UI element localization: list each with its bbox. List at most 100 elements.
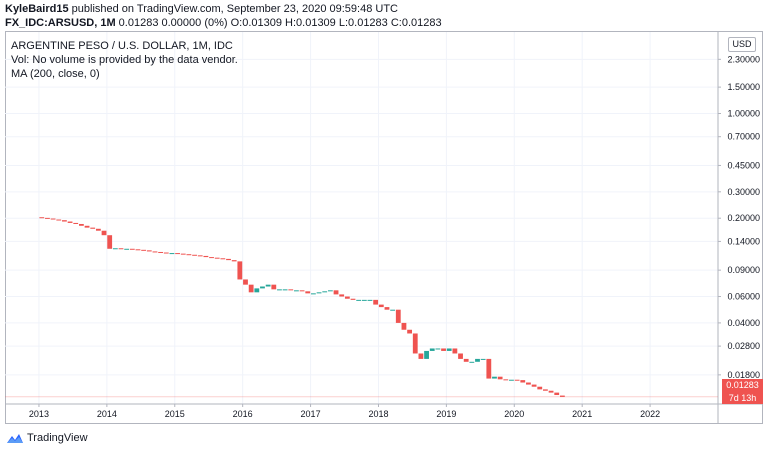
countdown-badge: 7d 13h bbox=[722, 392, 763, 404]
time-tick-label: 2015 bbox=[165, 409, 185, 419]
brand-label: TradingView bbox=[27, 432, 88, 444]
ohlc-values: 0.01283 0.00000 (0%) O:0.01309 H:0.01309… bbox=[115, 17, 442, 29]
candle bbox=[50, 218, 56, 220]
candle bbox=[220, 258, 226, 260]
candle bbox=[112, 248, 118, 250]
chart-frame[interactable] bbox=[5, 31, 763, 424]
candle bbox=[254, 288, 260, 293]
candle bbox=[78, 223, 84, 226]
candle bbox=[344, 296, 350, 299]
candle bbox=[407, 329, 413, 334]
candle bbox=[45, 217, 50, 219]
candle bbox=[322, 291, 328, 293]
grid bbox=[5, 32, 718, 404]
time-tick-label: 2014 bbox=[97, 409, 117, 419]
candle bbox=[95, 228, 101, 231]
candle bbox=[265, 284, 271, 287]
candle bbox=[339, 294, 345, 297]
candle bbox=[486, 358, 492, 379]
price-tick-label: 0.06000 bbox=[727, 292, 760, 302]
candle bbox=[469, 361, 475, 363]
candle bbox=[141, 249, 147, 251]
candle bbox=[271, 284, 277, 290]
candle bbox=[441, 348, 446, 351]
candle bbox=[537, 386, 543, 390]
symbol-ohlc-line: FX_IDC:ARSUSD, 1M 0.01283 0.00000 (0%) O… bbox=[5, 17, 442, 29]
candle bbox=[305, 291, 311, 294]
candle bbox=[243, 279, 248, 285]
time-tick-label: 2013 bbox=[29, 409, 49, 419]
candle bbox=[288, 289, 294, 291]
price-tick-label: 0.45000 bbox=[727, 160, 760, 170]
candle bbox=[231, 260, 237, 262]
candle bbox=[435, 348, 441, 350]
candle bbox=[260, 286, 265, 289]
price-tick-label: 1.00000 bbox=[727, 108, 760, 118]
candle bbox=[237, 261, 243, 280]
candle bbox=[62, 220, 67, 222]
candle bbox=[418, 353, 424, 359]
ma-indicator-label[interactable]: MA (200, close, 0) bbox=[11, 68, 100, 80]
candle bbox=[543, 389, 548, 391]
candle bbox=[520, 380, 526, 383]
volume-note: Vol: No volume is provided by the data v… bbox=[11, 54, 238, 66]
price-tick-label: 0.14000 bbox=[727, 236, 760, 246]
candle bbox=[180, 253, 186, 255]
footer-brand[interactable]: TradingView bbox=[6, 431, 88, 445]
candle bbox=[480, 358, 486, 360]
price-tick-label: 0.70000 bbox=[727, 132, 760, 142]
time-axis[interactable]: 2013 2014 2015 2016 2017 2018 2019 2020 2021 2022 bbox=[29, 404, 660, 419]
candle bbox=[84, 225, 90, 228]
candle bbox=[248, 284, 254, 293]
price-tick-label: 2.30000 bbox=[727, 54, 760, 64]
candle bbox=[158, 251, 164, 253]
candle bbox=[192, 254, 197, 256]
candle bbox=[446, 348, 452, 351]
candles bbox=[39, 217, 565, 397]
candle bbox=[412, 333, 418, 354]
author-name[interactable]: KyleBaird15 bbox=[5, 3, 69, 15]
candle bbox=[294, 290, 299, 292]
candle bbox=[152, 251, 158, 253]
candle bbox=[356, 299, 362, 301]
candle bbox=[395, 309, 401, 323]
candle bbox=[316, 292, 322, 294]
candle bbox=[554, 392, 560, 396]
price-tick-label: 0.20000 bbox=[727, 213, 760, 223]
candle bbox=[186, 254, 192, 256]
candle bbox=[509, 379, 514, 381]
price-tick-label: 0.04000 bbox=[727, 318, 760, 328]
candle bbox=[373, 299, 379, 305]
candle bbox=[124, 248, 130, 250]
candle bbox=[390, 309, 396, 311]
candle bbox=[378, 304, 384, 308]
candle bbox=[226, 258, 231, 261]
candle bbox=[333, 290, 339, 295]
candle bbox=[548, 390, 554, 393]
candle bbox=[559, 395, 565, 397]
candle bbox=[169, 253, 175, 255]
candle bbox=[384, 307, 390, 310]
price-axis[interactable]: 2.30000 1.50000 1.00000 0.70000 0.45000 0.300… bbox=[718, 54, 760, 380]
candle bbox=[129, 248, 135, 250]
candle bbox=[327, 290, 333, 292]
price-tick-label: 0.30000 bbox=[727, 187, 760, 197]
currency-badge[interactable]: USD bbox=[728, 37, 756, 52]
candle bbox=[531, 384, 537, 387]
chart-title[interactable]: ARGENTINE PESO / U.S. DOLLAR, 1M, IDC bbox=[11, 40, 233, 52]
candle bbox=[367, 299, 373, 301]
symbol-label: FX_IDC:ARSUSD, 1M bbox=[5, 17, 116, 29]
candle bbox=[429, 348, 435, 351]
candle bbox=[492, 376, 497, 379]
last-price-badge: 0.01283 bbox=[722, 379, 763, 392]
candle bbox=[39, 217, 45, 219]
candle bbox=[350, 298, 356, 300]
time-tick-label: 2022 bbox=[640, 409, 660, 419]
candle bbox=[90, 227, 96, 229]
chart-legend: ARGENTINE PESO / U.S. DOLLAR, 1M, IDC Vo… bbox=[11, 39, 238, 81]
candle bbox=[118, 248, 124, 250]
candle bbox=[277, 289, 282, 291]
candle bbox=[67, 221, 73, 223]
candle bbox=[514, 379, 520, 381]
